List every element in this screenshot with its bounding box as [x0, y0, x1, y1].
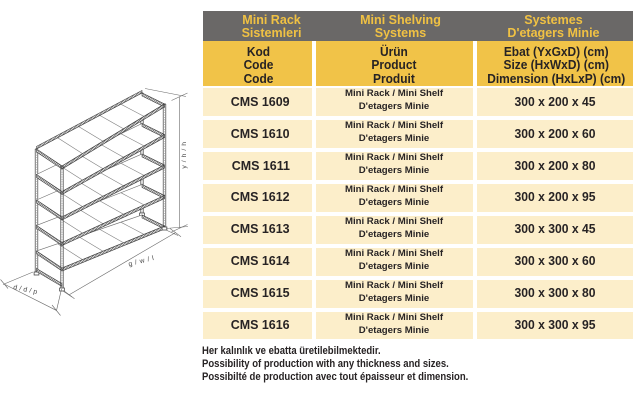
svg-text:d / d / p: d / d / p	[13, 284, 38, 296]
svg-text:y / h / h: y / h / h	[181, 141, 188, 168]
svg-text:g / w / l: g / w / l	[128, 255, 155, 268]
